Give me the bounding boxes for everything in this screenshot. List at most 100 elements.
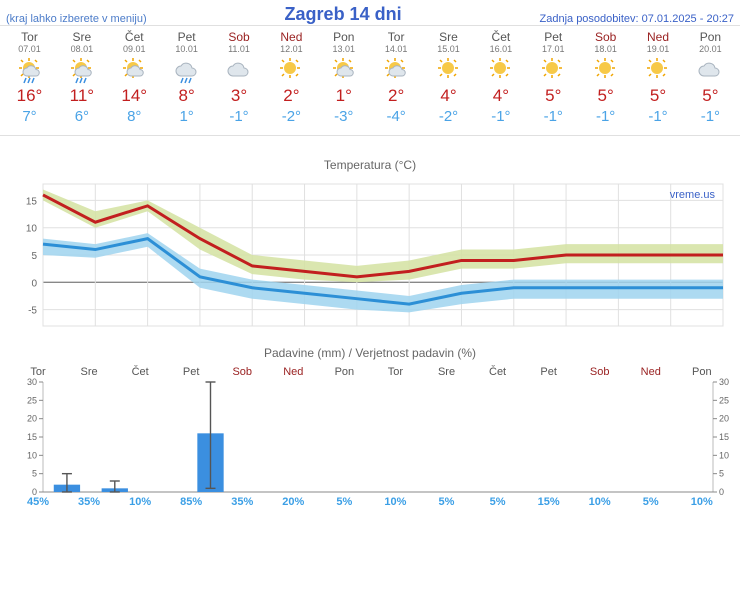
day-of-week: Tor <box>4 30 55 44</box>
day-of-week: Sre <box>56 30 107 44</box>
day-date: 20.01 <box>685 44 736 54</box>
high-temp: 14° <box>109 86 160 106</box>
day-of-week: Sob <box>214 30 265 44</box>
day-date: 11.01 <box>214 44 265 54</box>
svg-text:10: 10 <box>26 224 38 235</box>
svg-text:-5: -5 <box>28 306 37 317</box>
precip-probability: 20% <box>269 496 317 508</box>
high-temp: 5° <box>528 86 579 106</box>
precip-probability: 45% <box>14 496 62 508</box>
forecast-day[interactable]: Sre15.014°-2° <box>423 30 474 125</box>
svg-text:0: 0 <box>719 487 724 496</box>
low-temp: 7° <box>4 108 55 125</box>
day-date: 07.01 <box>4 44 55 54</box>
precip-probability: 5% <box>423 496 471 508</box>
menu-hint[interactable]: (kraj lahko izberete v meniju) <box>6 13 147 25</box>
forecast-day[interactable]: Pet17.015°-1° <box>528 30 579 125</box>
precip-chart-title: Padavine (mm) / Verjetnost padavin (%) <box>0 346 740 360</box>
day-date: 15.01 <box>423 44 474 54</box>
high-temp: 8° <box>161 86 212 106</box>
low-temp: -2° <box>423 108 474 125</box>
day-date: 08.01 <box>56 44 107 54</box>
forecast-day[interactable]: Pon13.011°-3° <box>318 30 369 125</box>
forecast-day[interactable]: Ned12.01 2° -2° <box>266 30 317 125</box>
weather-icon <box>4 56 55 84</box>
svg-text:15: 15 <box>26 196 38 207</box>
high-temp: 5° <box>580 86 631 106</box>
precip-probability: 15% <box>525 496 573 508</box>
weather-icon <box>161 56 212 84</box>
forecast-day[interactable]: Čet16.014°-1° <box>475 30 526 125</box>
low-temp: 8° <box>109 108 160 125</box>
day-of-week: Čet <box>109 30 160 44</box>
precip-probability: 10% <box>678 496 726 508</box>
precip-day-label: Sob <box>218 366 266 378</box>
weather-icon <box>371 56 422 84</box>
precip-day-label: Čet <box>474 366 522 378</box>
high-temp: 2° <box>266 86 317 106</box>
forecast-day[interactable]: Sre08.0111°6° <box>56 30 107 125</box>
forecast-day[interactable]: Pon20.01 5° -1° <box>685 30 736 125</box>
temperature-chart-title: Temperatura (°C) <box>0 158 740 172</box>
precip-day-label: Tor <box>14 366 62 378</box>
low-temp: -3° <box>318 108 369 125</box>
high-temp: 11° <box>56 86 107 106</box>
svg-text:15: 15 <box>27 432 37 442</box>
low-temp: -1° <box>214 108 265 125</box>
weather-icon <box>685 56 736 84</box>
low-temp: -1° <box>685 108 736 125</box>
precip-probability: 10% <box>576 496 624 508</box>
forecast-day[interactable]: Sob18.015°-1° <box>580 30 631 125</box>
precip-day-label: Pet <box>525 366 573 378</box>
svg-text:10: 10 <box>27 450 37 460</box>
high-temp: 5° <box>685 86 736 106</box>
forecast-days-row: Tor07.0116°7°Sre08.0111°6°Čet09.0114°8°P… <box>0 26 740 136</box>
day-date: 18.01 <box>580 44 631 54</box>
forecast-day[interactable]: Ned19.015°-1° <box>633 30 684 125</box>
forecast-day[interactable]: Tor14.01 2° -4° <box>371 30 422 125</box>
day-date: 17.01 <box>528 44 579 54</box>
low-temp: -1° <box>475 108 526 125</box>
day-date: 12.01 <box>266 44 317 54</box>
forecast-day[interactable]: Tor07.01 16° 7° <box>4 30 55 125</box>
day-of-week: Ned <box>266 30 317 44</box>
svg-text:20: 20 <box>719 414 729 424</box>
high-temp: 16° <box>4 86 55 106</box>
weather-icon <box>266 56 317 84</box>
day-of-week: Sob <box>580 30 631 44</box>
temperature-chart: -5051015vreme.us <box>11 176 729 336</box>
forecast-day[interactable]: Sob11.013°-1° <box>214 30 265 125</box>
day-date: 09.01 <box>109 44 160 54</box>
svg-text:20: 20 <box>27 414 37 424</box>
svg-text:0: 0 <box>32 487 37 496</box>
low-temp: -4° <box>371 108 422 125</box>
precip-probability: 35% <box>218 496 266 508</box>
forecast-day[interactable]: Pet10.018°1° <box>161 30 212 125</box>
precip-day-label: Pon <box>320 366 368 378</box>
precip-day-label: Čet <box>116 366 164 378</box>
precip-probability: 35% <box>65 496 113 508</box>
top-bar: (kraj lahko izberete v meniju) Zagreb 14… <box>0 0 740 26</box>
low-temp: -2° <box>266 108 317 125</box>
precip-probability: 5% <box>627 496 675 508</box>
day-date: 13.01 <box>318 44 369 54</box>
day-of-week: Tor <box>371 30 422 44</box>
precip-day-label: Sre <box>65 366 113 378</box>
day-of-week: Pon <box>685 30 736 44</box>
precip-probability-row: 45%35%10%85%35%20%5%10%5%5%15%10%5%10% <box>0 496 740 508</box>
svg-text:30: 30 <box>27 378 37 387</box>
svg-text:5: 5 <box>31 251 37 262</box>
forecast-day[interactable]: Čet09.01 14° 8° <box>109 30 160 125</box>
precip-day-labels: TorSreČetPetSobNedPonTorSreČetPetSobNedP… <box>0 366 740 378</box>
day-date: 10.01 <box>161 44 212 54</box>
low-temp: -1° <box>633 108 684 125</box>
svg-text:10: 10 <box>719 450 729 460</box>
day-date: 14.01 <box>371 44 422 54</box>
forecast-widget: (kraj lahko izberete v meniju) Zagreb 14… <box>0 0 740 508</box>
precip-probability: 5% <box>474 496 522 508</box>
weather-icon <box>214 56 265 84</box>
precip-day-label: Ned <box>627 366 675 378</box>
high-temp: 2° <box>371 86 422 106</box>
last-updated: Zadnja posodobitev: 07.01.2025 - 20:27 <box>540 13 734 25</box>
precip-probability: 5% <box>320 496 368 508</box>
